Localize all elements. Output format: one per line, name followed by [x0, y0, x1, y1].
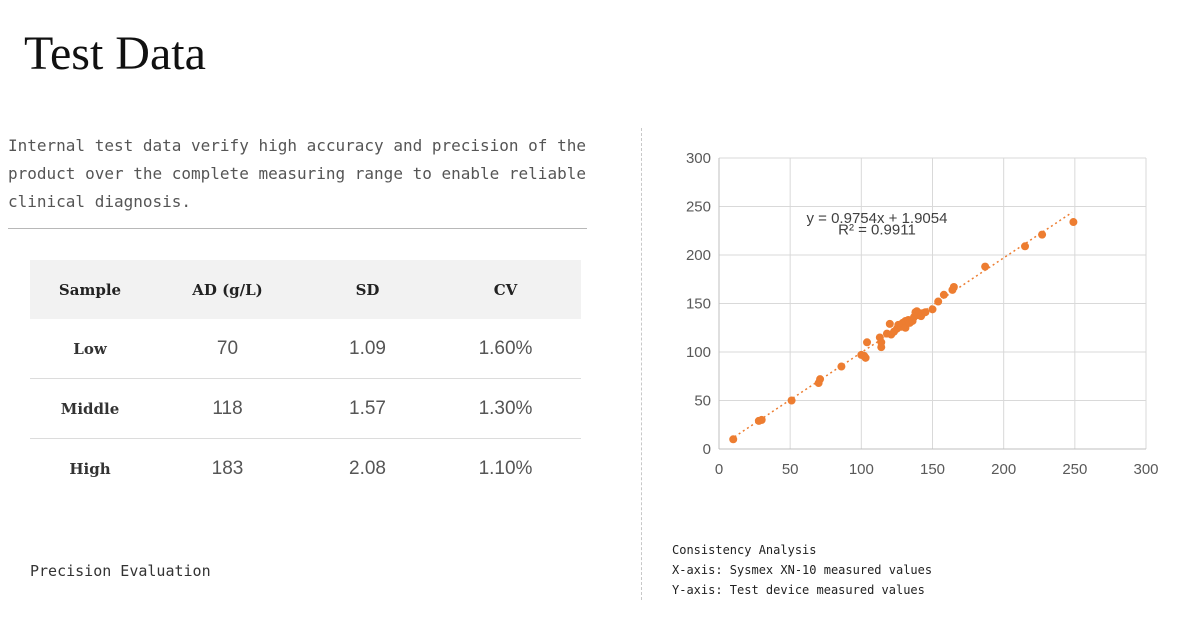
row-sd: 2.08	[349, 457, 386, 479]
row-sd: 1.09	[349, 337, 386, 359]
row-cv: 1.10%	[478, 457, 533, 479]
data-point	[885, 319, 894, 328]
table-row: Middle 118 1.57 1.30%	[30, 379, 581, 439]
y-axis-note: Y-axis: Test device measured values	[672, 583, 925, 597]
y-tick-label: 150	[686, 296, 711, 313]
y-tick-label: 200	[686, 247, 711, 264]
x-tick-label: 250	[1062, 461, 1087, 478]
row-sample: Low	[73, 339, 107, 358]
data-point	[939, 290, 948, 299]
y-tick-label: 50	[694, 393, 711, 410]
data-point	[928, 305, 937, 314]
precision-caption: Precision Evaluation	[30, 562, 211, 580]
data-point	[729, 435, 738, 444]
data-point	[1021, 242, 1030, 251]
row-sd: 1.57	[349, 397, 386, 419]
intro-paragraph: Internal test data verify high accuracy …	[8, 136, 586, 211]
section-divider-line	[8, 228, 587, 229]
data-point	[816, 375, 825, 384]
row-ad: 118	[212, 397, 243, 419]
data-point	[757, 415, 766, 424]
row-cv: 1.60%	[478, 337, 533, 359]
y-tick-label: 250	[686, 199, 711, 216]
row-cv: 1.30%	[478, 397, 533, 419]
row-ad: 183	[211, 457, 244, 479]
y-tick-label: 300	[686, 150, 711, 167]
header-cv: CV	[493, 280, 518, 299]
data-point	[837, 362, 846, 371]
data-point	[934, 297, 943, 306]
page-title: Test Data	[24, 27, 206, 80]
data-point	[787, 396, 796, 405]
header-sample: Sample	[58, 280, 122, 299]
trendline-equation: y = 0.9754x + 1.9054	[807, 210, 948, 227]
header-ad: AD (g/L)	[192, 280, 263, 299]
x-tick-label: 300	[1133, 461, 1158, 478]
x-tick-label: 100	[849, 461, 874, 478]
table-header-row: Sample AD (g/L) SD CV	[30, 260, 581, 319]
row-sample: Middle	[60, 399, 120, 418]
table-row: High 183 2.08 1.10%	[30, 439, 581, 498]
x-tick-label: 200	[991, 461, 1016, 478]
vertical-dashed-divider	[641, 128, 642, 600]
data-point	[981, 262, 990, 271]
data-point	[861, 353, 870, 362]
r-squared-label: R² = 0.9911	[838, 222, 916, 239]
precision-table: Sample AD (g/L) SD CV Low 70 1.09 1.60% …	[30, 260, 581, 498]
consistency-caption: Consistency Analysis X-axis: Sysmex XN-1…	[672, 540, 932, 600]
x-tick-label: 150	[920, 461, 945, 478]
data-point	[949, 283, 958, 292]
data-point	[863, 338, 872, 347]
data-point	[921, 308, 930, 317]
row-sample: High	[69, 459, 111, 478]
x-tick-label: 50	[782, 461, 799, 478]
data-point	[1069, 218, 1078, 227]
y-tick-label: 100	[686, 344, 711, 361]
consistency-scatter-chart: 0 50 100 150 200 250 300 0 50 100 150 200 250 300 y = …	[686, 150, 1159, 478]
consistency-title: Consistency Analysis	[672, 543, 817, 557]
data-point	[877, 343, 886, 352]
row-ad: 70	[216, 337, 239, 359]
x-tick-label: 0	[715, 461, 723, 478]
x-axis-note: X-axis: Sysmex XN-10 measured values	[672, 563, 933, 577]
data-point	[1038, 230, 1047, 239]
header-sd: SD	[355, 280, 380, 299]
table-row: Low 70 1.09 1.60%	[30, 319, 581, 379]
y-tick-label: 0	[703, 441, 711, 458]
